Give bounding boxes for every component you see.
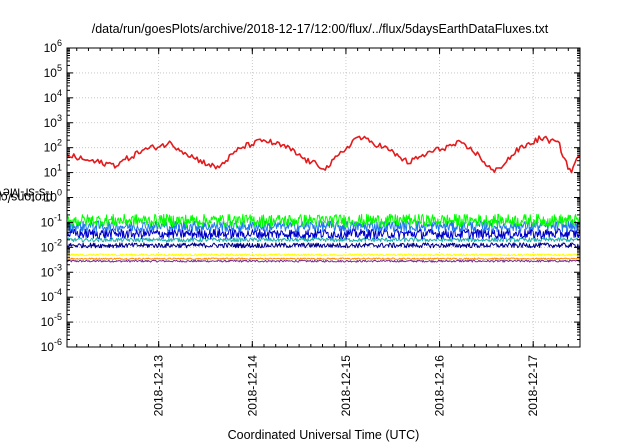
series-line-2: [66, 220, 581, 233]
x-tick-label: 2018-12-15: [339, 355, 353, 417]
y-tick-label: 106: [44, 38, 62, 55]
y-tick-label: 10-6: [41, 337, 62, 354]
y-tick-label: 104: [44, 88, 62, 105]
y-tick-label: 10-1: [41, 212, 62, 229]
series-line-1: [66, 213, 581, 228]
chart-title: /data/run/goesPlots/archive/2018-12-17/1…: [91, 22, 549, 36]
series-line-5: [66, 242, 581, 249]
y-tick-label: 102: [44, 138, 62, 155]
series-line-0: [66, 135, 581, 174]
x-tick-label: 2018-12-16: [433, 355, 447, 417]
series-layer: [66, 135, 581, 263]
series-line-8: [66, 259, 580, 263]
series-line-3: [66, 228, 581, 240]
y-tick-label: 10-3: [41, 262, 62, 279]
x-tick-label: 2018-12-14: [245, 355, 259, 417]
x-tick-label: 2018-12-13: [152, 355, 166, 417]
y-ticks: 10-6 10-5 10-4 10-3 10-2 10-1 100 101 102 103 104 1…: [41, 38, 580, 354]
x-ticks: 2018-12-13 2018-12-14 2018-12-15 2018-12-16…: [76, 48, 581, 417]
grid: [67, 48, 580, 347]
series-line-4: [66, 237, 581, 243]
plot-frame: [66, 47, 581, 348]
y-tick-label: 10-4: [41, 287, 62, 304]
y-tick-label: 103: [44, 113, 62, 130]
x-tick-label: 2018-12-17: [526, 355, 540, 417]
series-line-6: [67, 253, 581, 257]
x-axis-label: Coordinated Universal Time (UTC): [227, 428, 420, 442]
series-line-7: [67, 257, 581, 260]
y-tick-label: 10-2: [41, 237, 62, 254]
y-tick-label: 105: [44, 63, 62, 80]
y-tick-label: 101: [44, 163, 62, 180]
y-tick-label: 10-5: [41, 312, 62, 329]
y-tick-label: 100: [44, 188, 62, 205]
